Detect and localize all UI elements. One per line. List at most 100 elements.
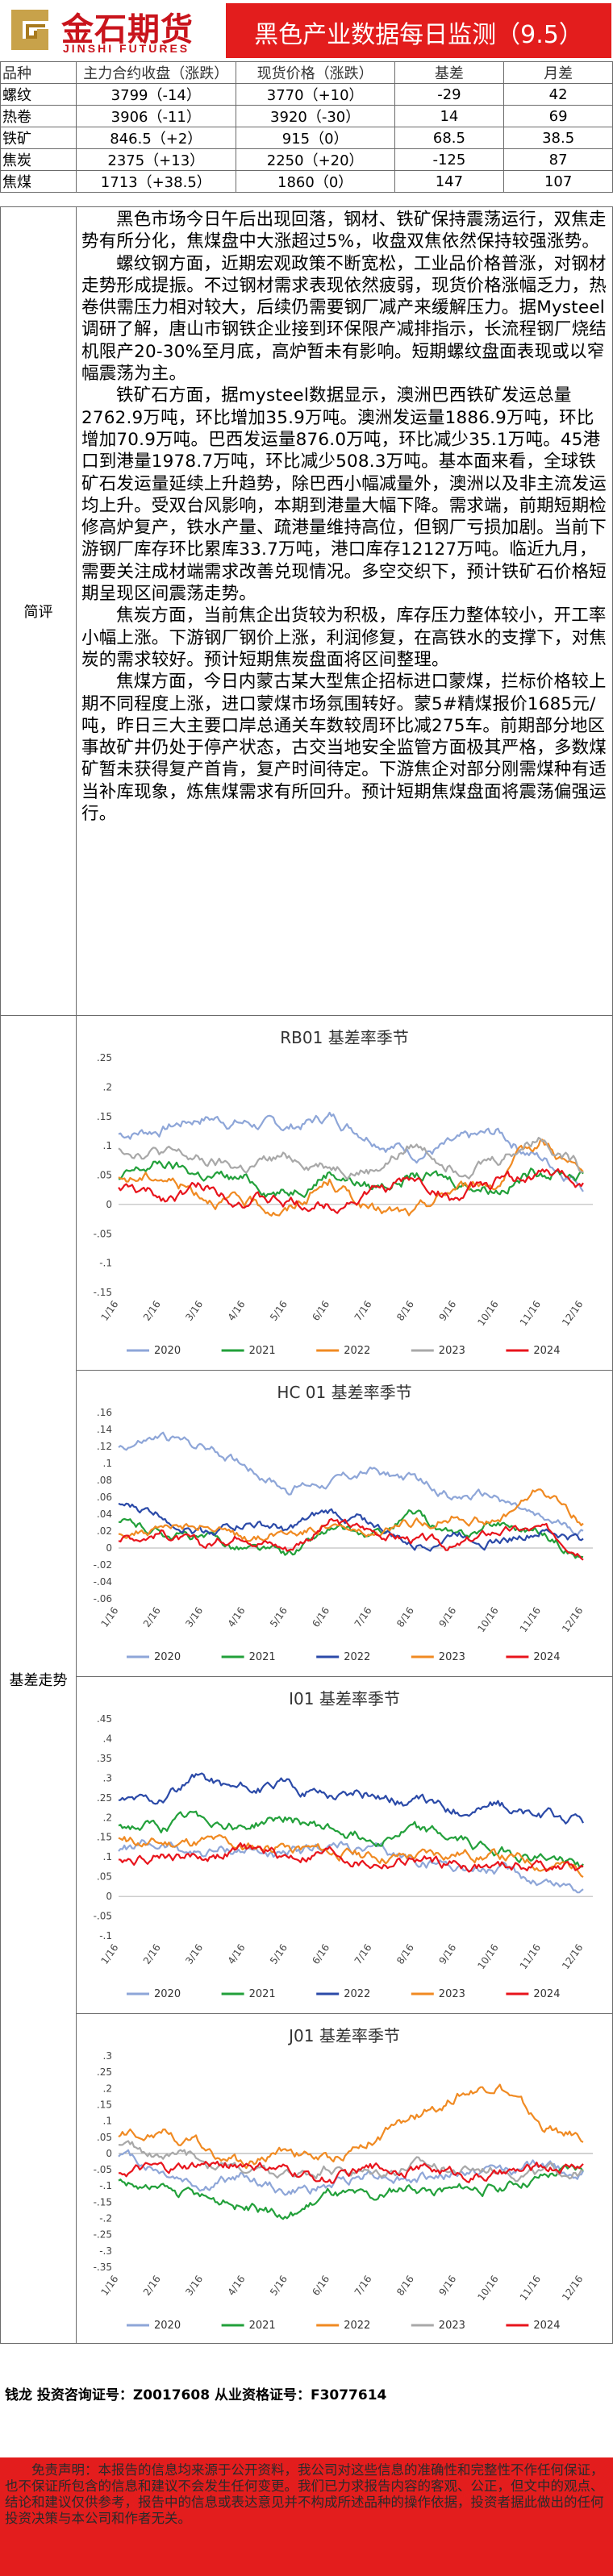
table-header-cell: 现货价格（涨跌） [235, 61, 395, 84]
table-header-cell: 主力合约收盘（涨跌） [75, 61, 236, 84]
x-tick-label: 6/16 [310, 1605, 332, 1629]
x-tick-label: 6/16 [310, 2274, 332, 2298]
y-tick-label: -.04 [94, 1576, 112, 1588]
chart-title: J01 基差率季节 [287, 2026, 400, 2045]
logo-mark-icon [5, 5, 55, 55]
company-logo: 金石期货 JINSHI FUTURES [2, 2, 219, 60]
x-tick-label: 6/16 [310, 1942, 332, 1966]
series-line-2021 [118, 1160, 584, 1198]
x-tick-label: 4/16 [226, 1605, 248, 1629]
x-tick-label: 5/16 [268, 1299, 290, 1323]
table-cell: 焦炭 [0, 148, 77, 171]
table-cell: 1860（0） [235, 170, 395, 193]
series-line-2021 [118, 2164, 584, 2220]
series-line-2024 [118, 1842, 584, 1873]
table-cell: 1713（+38.5） [75, 170, 236, 193]
legend-label: 2020 [154, 1988, 181, 2000]
y-tick-label: -.15 [94, 2196, 112, 2208]
x-tick-label: 11/16 [518, 1299, 543, 1328]
report-title: 黑色产业数据每日监测（9.5） [254, 21, 583, 49]
comment-paragraph: 黑色市场今日午后出现回落，钢材、铁矿保持震荡运行，双焦走势有所分化，焦煤盘中大涨… [81, 210, 607, 252]
y-tick-label: .35 [97, 1753, 112, 1764]
y-tick-label: .1 [103, 1140, 112, 1151]
x-tick-label: 5/16 [268, 2274, 290, 2298]
y-tick-label: -.1 [99, 2180, 112, 2191]
y-tick-label: .12 [97, 1441, 112, 1452]
comment-section: 简评 黑色市场今日午后出现回落，钢材、铁矿保持震荡运行，双焦走势有所分化，焦煤盘… [0, 206, 613, 1016]
table-cell: 螺纹 [0, 83, 77, 106]
chart-title: I01 基差率季节 [289, 1689, 400, 1708]
legend-label: 2021 [249, 1345, 276, 1357]
x-tick-label: 10/16 [475, 1605, 500, 1634]
table-cell: 68.5 [394, 127, 505, 149]
table-header-cell: 品种 [0, 61, 77, 84]
chart-svg: J01 基差率季节 -.35 -.3 -.25 -.2 -.15 -.1 -.05 0 .05 .1… [94, 2026, 593, 2332]
x-tick-label: 12/16 [560, 1942, 585, 1971]
x-tick-label: 9/16 [436, 1942, 458, 1966]
x-tick-label: 1/16 [99, 1605, 121, 1629]
series-line-2022 [118, 1772, 584, 1825]
disclaimer-box: 免责声明：本报告的信息均来源于公开资料，我公司对这些信息的准确性和完整性不作任何… [0, 2457, 613, 2576]
chart-svg: I01 基差率季节 -.1 -.05 0 .05 .1 .15 .2 .25 .3 .35 .4 .45… [94, 1689, 593, 2000]
table-cell: 3770（+10） [235, 83, 395, 106]
chart-title: HC 01 基差率季节 [277, 1383, 411, 1402]
x-tick-label: 1/16 [99, 2274, 121, 2298]
y-tick-label: .04 [97, 1509, 112, 1520]
table-cell: 107 [503, 170, 613, 193]
table-cell: 铁矿 [0, 127, 77, 149]
x-tick-label: 4/16 [226, 1942, 248, 1966]
x-tick-label: 2/16 [141, 1299, 163, 1323]
table-cell: 69 [503, 105, 613, 127]
y-tick-label: .05 [97, 2132, 112, 2143]
legend-label: 2020 [154, 1345, 181, 1357]
table-cell: 42 [503, 83, 613, 106]
legend-label: 2024 [533, 1345, 560, 1357]
comment-paragraph: 铁矿石方面，据mysteel数据显示，澳洲巴西铁矿发运总量2762.9万吨，环比… [81, 385, 607, 605]
comment-paragraph: 焦炭方面，当前焦企出货较为积极，库存压力整体较小，开工率小幅上涨。下游钢厂钢价上… [81, 606, 607, 670]
legend-label: 2022 [344, 2320, 370, 2332]
y-tick-label: -.2 [99, 2213, 112, 2224]
y-tick-label: -.05 [94, 1228, 112, 1239]
y-tick-label: .3 [103, 2050, 112, 2062]
x-tick-label: 8/16 [394, 1299, 416, 1323]
y-tick-label: .1 [103, 1851, 112, 1862]
y-tick-label: -.3 [99, 2245, 112, 2257]
x-tick-label: 12/16 [560, 1605, 585, 1634]
table-cell: 焦煤 [0, 170, 77, 193]
disclaimer-text: 免责声明：本报告的信息均来源于公开资料，我公司对这些信息的准确性和完整性不作任何… [5, 2462, 604, 2526]
x-tick-label: 2/16 [141, 1942, 163, 1966]
legend-label: 2020 [154, 1651, 181, 1663]
x-tick-label: 5/16 [268, 1942, 290, 1966]
y-tick-label: .1 [103, 2116, 112, 2127]
x-tick-label: 4/16 [226, 2274, 248, 2298]
table-cell: -29 [394, 83, 505, 106]
x-tick-label: 7/16 [352, 1299, 374, 1323]
table-cell: 87 [503, 148, 613, 171]
x-tick-label: 8/16 [394, 1605, 416, 1629]
table-row: 螺纹 3799（-14） 3770（+10） -29 42 [0, 83, 613, 106]
x-tick-label: 1/16 [99, 1942, 121, 1966]
y-tick-label: .2 [103, 2083, 112, 2094]
table-row: 焦炭 2375（+13） 2250（+20） -125 87 [0, 148, 613, 171]
x-tick-label: 8/16 [394, 1942, 416, 1966]
y-tick-label: 0 [106, 1891, 112, 1902]
chart-rb01: RB01 基差率季节 -.15 -.1 -.05 0 .05 .1 .15 .2 .25 1/16 2… [77, 1016, 612, 1371]
comment-paragraph: 螺纹钢方面，近期宏观政策不断宽松，工业品价格普涨，对钢材走势形成提振。不过钢材需… [81, 253, 607, 385]
y-tick-label: .15 [97, 1832, 112, 1843]
series-line-2024 [118, 2160, 584, 2184]
logo-text-cn: 金石期货 [61, 11, 194, 48]
table-cell: 915（0） [235, 127, 395, 149]
y-tick-label: .02 [97, 1525, 112, 1537]
y-tick-label: .14 [97, 1424, 112, 1435]
series-line-2022 [118, 2083, 584, 2170]
legend-label: 2021 [249, 1651, 276, 1663]
series-line-2023 [118, 1488, 584, 1542]
y-tick-label: .25 [97, 2066, 112, 2078]
comment-body: 黑色市场今日午后出现回落，钢材、铁矿保持震荡运行，双焦走势有所分化，焦煤盘中大涨… [81, 209, 607, 825]
x-tick-label: 11/16 [518, 1605, 543, 1634]
x-tick-label: 1/16 [99, 1299, 121, 1323]
chart-title: RB01 基差率季节 [280, 1028, 408, 1047]
y-tick-label: -.25 [94, 2229, 112, 2241]
y-tick-label: .1 [103, 1458, 112, 1469]
table-header-cell: 月差 [503, 61, 613, 84]
